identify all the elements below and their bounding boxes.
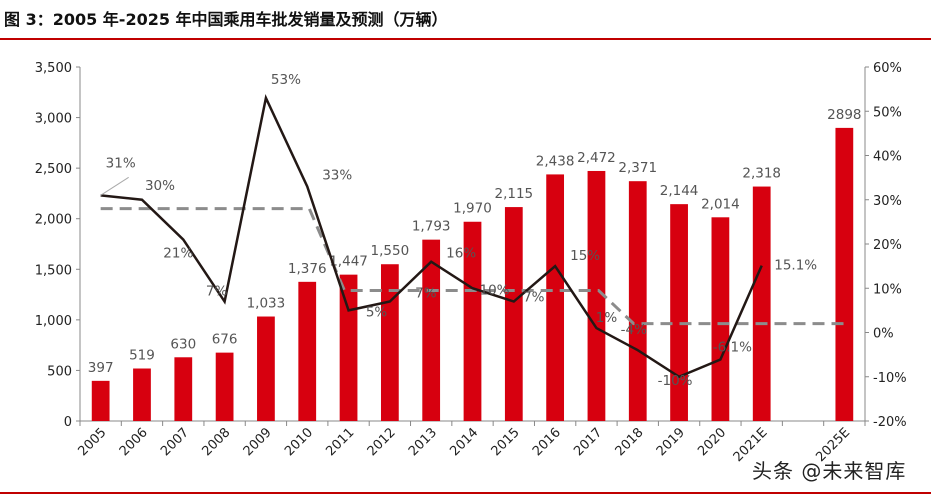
x-tick-label: 2011 xyxy=(323,425,357,459)
x-tick-label: 2014 xyxy=(447,425,481,459)
right-tick-label: 10% xyxy=(873,282,902,297)
cagr-dashed-line xyxy=(100,207,845,326)
x-tick-label: 2012 xyxy=(365,425,399,459)
growth-label: 10% xyxy=(479,282,509,298)
growth-label: 7% xyxy=(206,284,228,300)
x-tick-label: 2020 xyxy=(695,425,729,459)
x-tick-label: 2013 xyxy=(406,425,440,459)
bar-label: 2,115 xyxy=(494,186,533,202)
bottom-divider xyxy=(0,492,931,494)
bar xyxy=(298,281,317,421)
growth-label: 7% xyxy=(415,286,437,302)
left-tick-label: 3,500 xyxy=(35,61,72,76)
bar xyxy=(339,274,358,421)
bar-label: 2,371 xyxy=(618,160,657,176)
bar xyxy=(257,316,275,421)
growth-label: 16% xyxy=(446,246,476,262)
bar-label: 1,793 xyxy=(412,219,451,235)
chart-title: 图 3：2005 年-2025 年中国乘用车批发销量及预测（万辆） xyxy=(4,10,448,29)
right-tick-label: 20% xyxy=(873,238,902,253)
left-tick-label: 0 xyxy=(64,415,72,430)
bar xyxy=(711,217,730,421)
growth-label: 1% xyxy=(596,310,618,326)
growth-label: 21% xyxy=(163,246,193,262)
bar xyxy=(546,174,565,421)
growth-label: -10% xyxy=(658,373,693,389)
x-tick-label: 2008 xyxy=(199,425,233,459)
bar xyxy=(174,357,193,421)
growth-label: -6.1% xyxy=(713,339,752,355)
bar xyxy=(91,380,110,421)
bar xyxy=(504,207,523,421)
growth-label: 53% xyxy=(271,72,301,88)
x-tick-label: 2005 xyxy=(75,425,109,459)
x-tick-label: 2017 xyxy=(571,425,605,459)
bar xyxy=(422,239,441,421)
x-tick-label: 2015 xyxy=(489,425,523,459)
label-leader xyxy=(100,176,129,196)
x-tick-label: 2018 xyxy=(613,425,647,459)
bar-label: 1,550 xyxy=(371,243,410,259)
bar-label: 1,376 xyxy=(288,261,327,277)
growth-label: -4% xyxy=(621,322,647,338)
right-tick-label: -20% xyxy=(873,415,907,430)
bar xyxy=(133,368,151,421)
left-tick-label: 3,000 xyxy=(35,112,72,127)
growth-label: 7% xyxy=(523,290,545,306)
growth-label: 15% xyxy=(570,248,600,264)
x-tick-label: 2006 xyxy=(117,425,151,459)
bar-label: 2,472 xyxy=(577,150,616,166)
x-tick-label: 2010 xyxy=(282,425,316,459)
bar-label: 1,970 xyxy=(453,201,492,217)
bar-label: 397 xyxy=(88,360,114,376)
right-tick-label: 50% xyxy=(873,105,902,120)
x-tick-label: 2016 xyxy=(530,425,564,459)
growth-label: 15.1% xyxy=(774,258,817,274)
bar xyxy=(215,352,234,421)
watermark: 头条 @未来智库 xyxy=(752,459,907,483)
x-tick-label: 2009 xyxy=(241,425,275,459)
bar xyxy=(380,264,399,421)
right-tick-label: 30% xyxy=(873,194,902,209)
bar xyxy=(670,204,688,421)
bar-label: 1,447 xyxy=(329,254,368,270)
bar-label: 2,318 xyxy=(742,166,781,182)
bar xyxy=(752,186,771,421)
left-tick-label: 500 xyxy=(47,364,72,379)
growth-label: 5% xyxy=(366,304,388,320)
title-divider xyxy=(0,38,931,40)
x-tick-label: 2019 xyxy=(654,425,688,459)
bar xyxy=(835,127,854,421)
bar-label: 630 xyxy=(170,336,196,352)
right-tick-label: 0% xyxy=(873,327,894,342)
growth-label: 30% xyxy=(145,178,175,194)
bar-label: 1,033 xyxy=(247,296,286,312)
bar-label: 2898 xyxy=(827,107,861,123)
bar xyxy=(587,170,606,421)
bar-label: 2,014 xyxy=(701,196,740,212)
growth-label: 31% xyxy=(106,155,136,171)
bar-label: 676 xyxy=(212,332,238,348)
growth-label: 33% xyxy=(322,167,352,183)
x-tick-label: 2007 xyxy=(158,425,192,459)
bar-label: 2,438 xyxy=(536,153,575,169)
growth-line xyxy=(100,94,763,379)
left-tick-label: 1,000 xyxy=(35,314,72,329)
bar-label: 519 xyxy=(129,348,155,364)
bar xyxy=(628,181,647,421)
left-tick-label: 1,500 xyxy=(35,263,72,278)
bar xyxy=(463,221,482,421)
left-tick-label: 2,500 xyxy=(35,162,72,177)
right-tick-label: -10% xyxy=(873,371,907,386)
right-tick-label: 40% xyxy=(873,150,902,165)
bar-label: 2,144 xyxy=(660,183,699,199)
right-tick-label: 60% xyxy=(873,61,902,76)
left-tick-label: 2,000 xyxy=(35,213,72,228)
